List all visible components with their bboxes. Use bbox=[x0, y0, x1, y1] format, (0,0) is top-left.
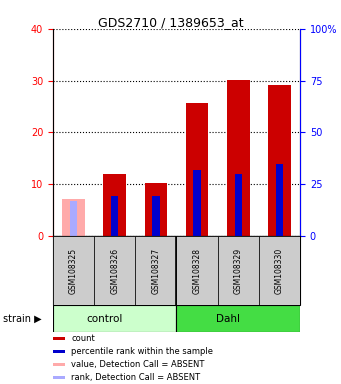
Text: GSM108329: GSM108329 bbox=[234, 248, 243, 294]
Bar bbox=[53, 337, 65, 340]
Text: GDS2710 / 1389653_at: GDS2710 / 1389653_at bbox=[98, 16, 243, 29]
Bar bbox=[259, 236, 300, 305]
Bar bbox=[62, 199, 85, 236]
Bar bbox=[177, 305, 300, 332]
Text: Dahl: Dahl bbox=[216, 314, 240, 324]
Bar bbox=[218, 236, 259, 305]
Bar bbox=[268, 85, 291, 236]
Bar bbox=[53, 350, 65, 353]
Text: value, Detection Call = ABSENT: value, Detection Call = ABSENT bbox=[71, 360, 205, 369]
Text: GSM108326: GSM108326 bbox=[110, 248, 119, 294]
Bar bbox=[276, 164, 283, 236]
Text: count: count bbox=[71, 334, 95, 343]
Text: GSM108325: GSM108325 bbox=[69, 248, 78, 294]
Bar bbox=[53, 236, 94, 305]
Bar bbox=[235, 174, 242, 236]
Bar bbox=[186, 103, 208, 236]
Bar bbox=[227, 79, 250, 236]
Bar bbox=[135, 236, 177, 305]
Bar bbox=[94, 236, 135, 305]
Bar bbox=[53, 376, 65, 379]
Bar bbox=[70, 201, 77, 236]
Bar bbox=[152, 196, 160, 236]
Text: GSM108327: GSM108327 bbox=[151, 248, 160, 294]
Text: percentile rank within the sample: percentile rank within the sample bbox=[71, 347, 213, 356]
Text: strain ▶: strain ▶ bbox=[3, 314, 42, 324]
Bar bbox=[111, 196, 118, 236]
Text: GSM108330: GSM108330 bbox=[275, 248, 284, 294]
Bar bbox=[53, 363, 65, 366]
Bar bbox=[177, 236, 218, 305]
Text: GSM108328: GSM108328 bbox=[193, 248, 202, 294]
Bar bbox=[103, 174, 126, 236]
Bar bbox=[53, 305, 177, 332]
Bar bbox=[145, 183, 167, 236]
Bar bbox=[193, 170, 201, 236]
Text: rank, Detection Call = ABSENT: rank, Detection Call = ABSENT bbox=[71, 373, 200, 382]
Text: control: control bbox=[86, 314, 122, 324]
